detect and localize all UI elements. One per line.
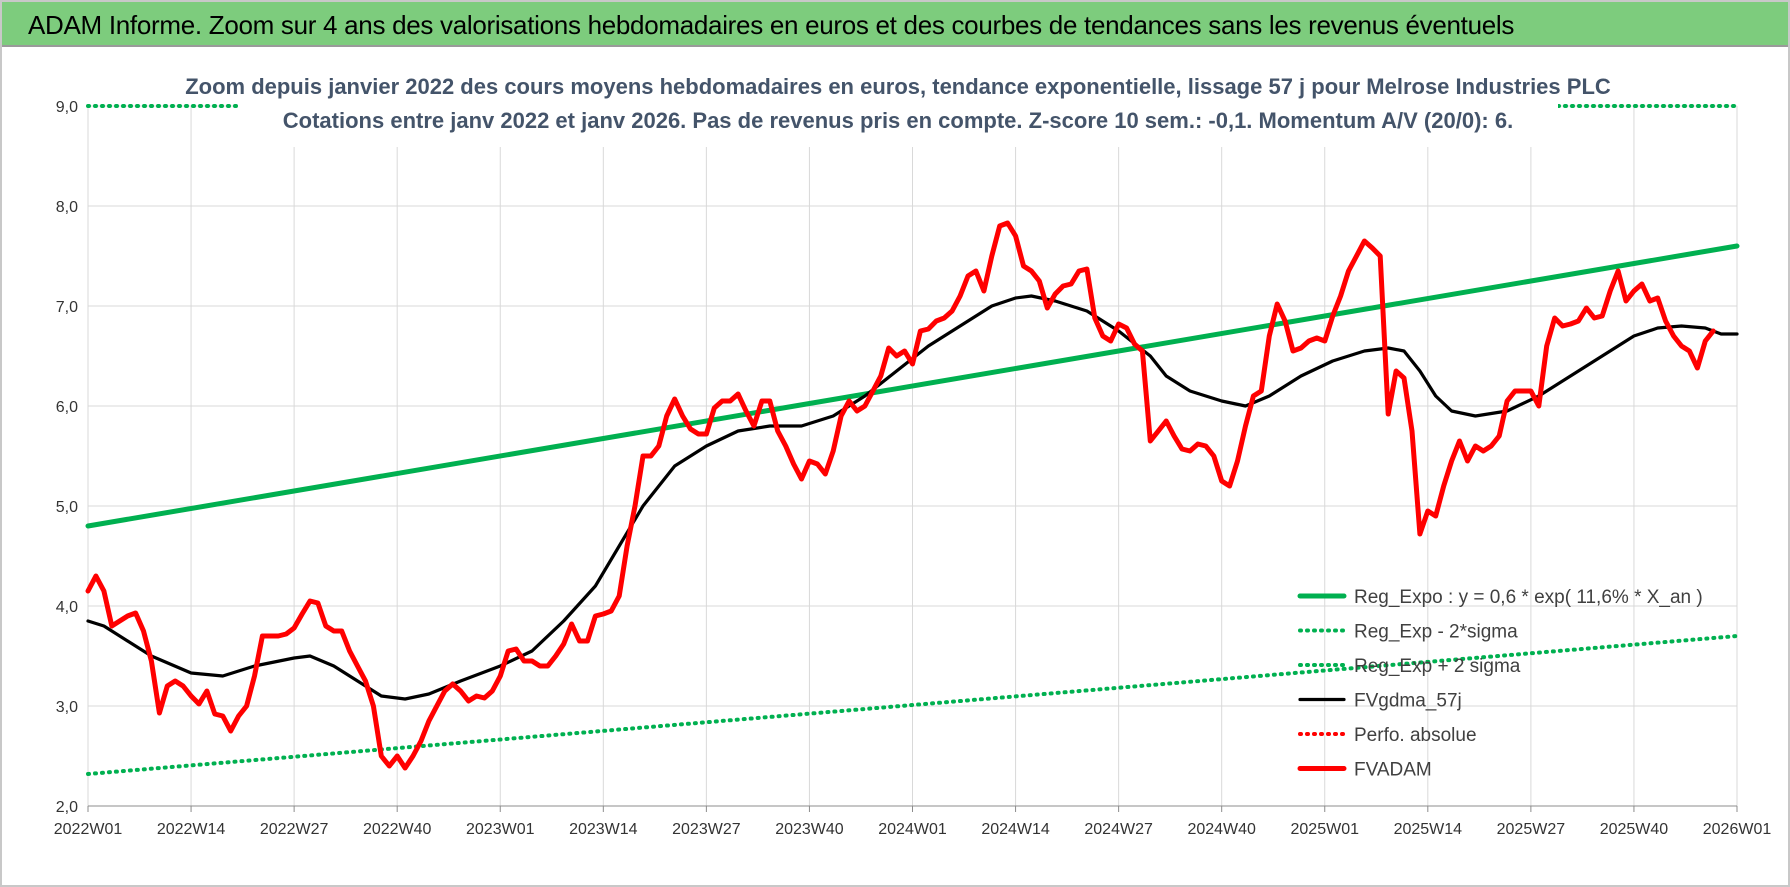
x-tick-label: 2024W27 — [1084, 821, 1153, 838]
x-tick-label: 2022W14 — [157, 821, 226, 838]
x-tick-label: 2025W14 — [1394, 821, 1463, 838]
x-tick-label: 2023W14 — [569, 821, 638, 838]
legend-label-fvgdma-57j: FVgdma_57j — [1354, 691, 1462, 712]
legend: Reg_Expo : y = 0,6 * exp( 11,6% * X_an )… — [1297, 587, 1703, 781]
series-reg-expo-y-0-6-exp-11-6-x-an-line — [85, 243, 1740, 529]
x-tick-label: 2025W01 — [1291, 821, 1360, 838]
y-tick-label: 6,0 — [56, 399, 78, 416]
legend-label-perfo-absolue: Perfo. absolue — [1354, 725, 1477, 746]
y-axis-ticks: 2,0 3,0 4,0 5,0 6,0 7,0 8,0 9,0 — [56, 99, 78, 816]
title-background — [238, 67, 1558, 147]
chart-titles: Zoom depuis janvier 2022 des cours moyen… — [185, 67, 1611, 147]
x-tick-label: 2025W40 — [1600, 821, 1669, 838]
x-tick-label: 2024W14 — [981, 821, 1050, 838]
series-fvadam-line — [85, 220, 1716, 771]
x-tick-label: 2022W40 — [363, 821, 432, 838]
x-tick-label: 2026W01 — [1703, 821, 1772, 838]
y-tick-label: 2,0 — [56, 799, 78, 816]
y-tick-label: 3,0 — [56, 699, 78, 716]
chart-subtitle: Cotations entre janv 2022 et janv 2026. … — [283, 108, 1513, 133]
x-tick-label: 2022W01 — [54, 821, 123, 838]
y-tick-label: 5,0 — [56, 499, 78, 516]
page-title: ADAM Informe. Zoom sur 4 ans des valoris… — [28, 10, 1515, 40]
x-tick-label: 2023W01 — [466, 821, 535, 838]
x-tick-label: 2023W27 — [672, 821, 741, 838]
legend-label-fvadam: FVADAM — [1354, 760, 1432, 781]
x-tick-label: 2024W40 — [1187, 821, 1256, 838]
grid — [87, 105, 1738, 812]
legend-label-reg-exp-2-sigma: Reg_Exp - 2*sigma — [1354, 622, 1518, 643]
x-tick-label: 2024W01 — [878, 821, 947, 838]
y-tick-label: 8,0 — [56, 199, 78, 216]
series-reg-exp-2-sigma-line — [86, 634, 1739, 776]
x-tick-label: 2023W40 — [775, 821, 844, 838]
y-tick-label: 7,0 — [56, 299, 78, 316]
x-tick-label: 2025W27 — [1497, 821, 1566, 838]
x-axis-ticks: 2022W01 2022W14 2022W27 2022W40 2023W01 2023W… — [54, 821, 1772, 838]
legend-label-reg-expo-y-0-6-exp-11-6-x-an: Reg_Expo : y = 0,6 * exp( 11,6% * X_an ) — [1354, 587, 1703, 608]
header-banner: ADAM Informe. Zoom sur 4 ans des valoris… — [2, 2, 1788, 47]
y-tick-label: 9,0 — [56, 99, 78, 116]
chart-title: Zoom depuis janvier 2022 des cours moyen… — [185, 74, 1611, 99]
legend-label-reg-exp-2-sigma: Reg_Exp + 2 sigma — [1354, 656, 1521, 677]
y-tick-label: 4,0 — [56, 599, 78, 616]
x-tick-label: 2022W27 — [260, 821, 329, 838]
